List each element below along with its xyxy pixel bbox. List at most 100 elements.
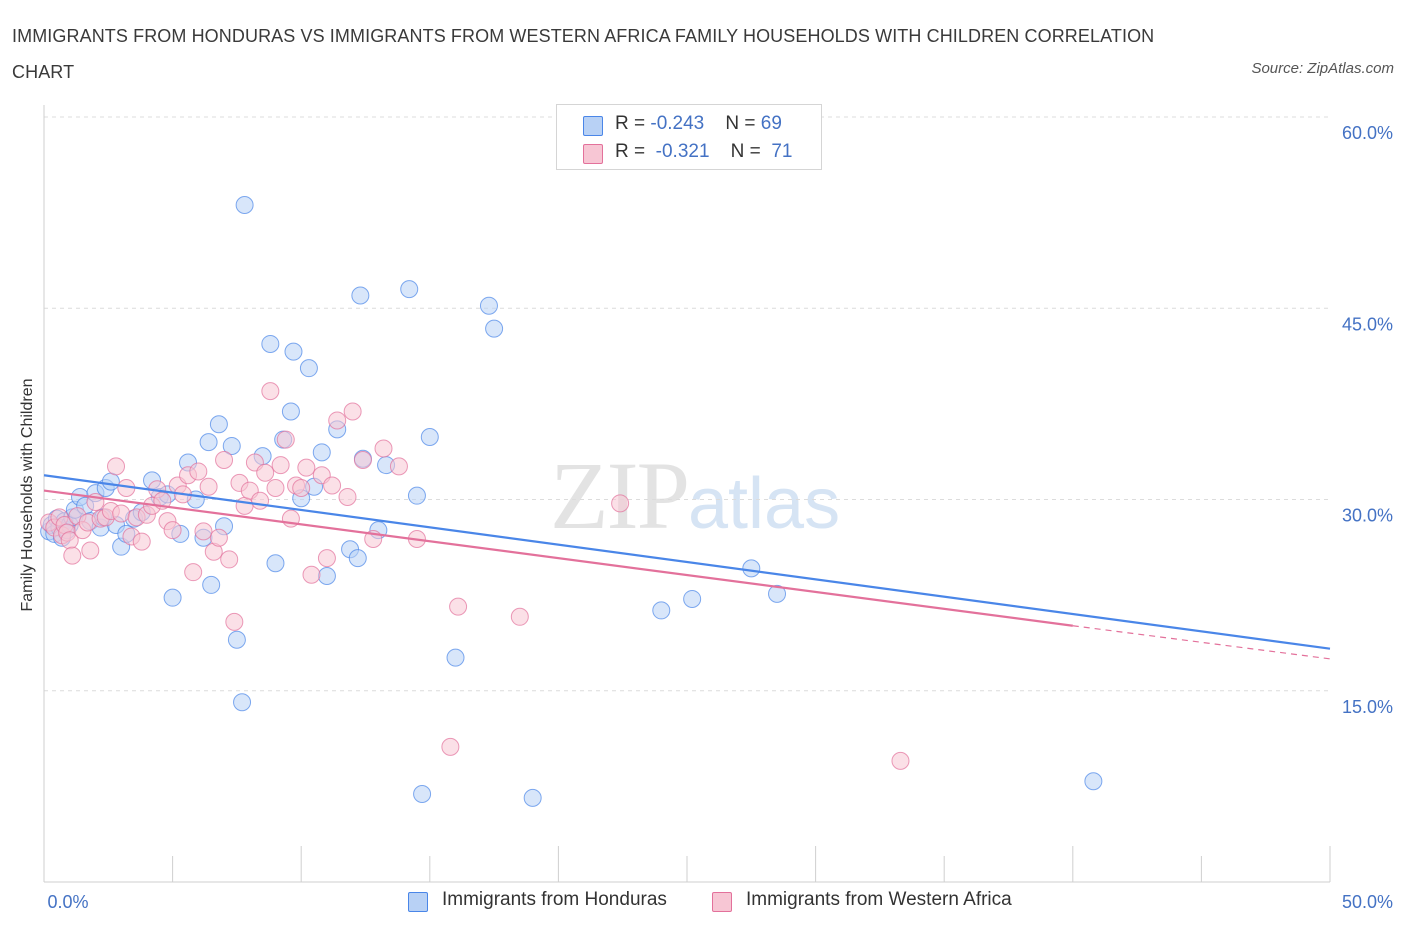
legend-n-label: N = bbox=[725, 113, 761, 134]
data-point bbox=[63, 546, 82, 565]
honduras-points bbox=[40, 195, 1103, 807]
legend-n-label: N = bbox=[730, 141, 767, 162]
y-tick-labels: 15.0% 30.0% 45.0% 60.0% bbox=[1342, 123, 1393, 717]
legend-r-label: R = bbox=[615, 113, 651, 134]
legend-n-value: 71 bbox=[771, 141, 793, 162]
data-point bbox=[222, 436, 241, 455]
data-point bbox=[351, 286, 370, 305]
data-point bbox=[199, 477, 218, 496]
legend-swatch-western-africa bbox=[712, 892, 732, 912]
data-point bbox=[271, 456, 290, 475]
correlation-legend: R = -0.243 N = 69 R = -0.321 N = 71 bbox=[556, 104, 822, 170]
legend-swatch-western-africa bbox=[583, 144, 603, 164]
data-point bbox=[407, 486, 426, 505]
data-point bbox=[742, 559, 761, 578]
series-legend-label: Immigrants from Honduras bbox=[442, 889, 667, 910]
western-africa-points bbox=[40, 382, 910, 770]
data-point bbox=[225, 612, 244, 631]
data-point bbox=[348, 549, 367, 568]
data-point bbox=[652, 601, 671, 620]
data-point bbox=[338, 487, 357, 506]
data-point bbox=[374, 439, 393, 458]
x-tick-label: 0.0% bbox=[47, 892, 88, 912]
source-label: Source: ZipAtlas.com bbox=[1251, 60, 1394, 77]
y-tick-label: 60.0% bbox=[1342, 123, 1393, 143]
data-point bbox=[312, 443, 331, 462]
data-point bbox=[328, 411, 347, 430]
data-point bbox=[389, 457, 408, 476]
data-point bbox=[413, 785, 432, 804]
y-tick-label: 15.0% bbox=[1342, 697, 1393, 717]
data-point bbox=[132, 532, 151, 551]
data-point bbox=[299, 359, 318, 378]
x-tick-labels: 0.0% 50.0% bbox=[47, 892, 1393, 912]
data-point bbox=[611, 494, 630, 513]
series-legend-label: Immigrants from Western Africa bbox=[746, 889, 1012, 910]
legend-swatch-honduras bbox=[408, 892, 428, 912]
data-point bbox=[441, 737, 460, 756]
data-point bbox=[233, 693, 252, 712]
watermark-atlas: atlas bbox=[688, 464, 841, 544]
data-point bbox=[202, 575, 221, 594]
data-point bbox=[235, 496, 254, 515]
legend-r-value: -0.321 bbox=[655, 141, 710, 162]
data-point bbox=[251, 491, 270, 510]
data-point bbox=[107, 457, 126, 476]
data-point bbox=[420, 428, 439, 447]
data-point bbox=[400, 280, 419, 299]
data-point bbox=[261, 334, 280, 353]
data-point bbox=[510, 607, 529, 626]
data-point bbox=[317, 549, 336, 568]
data-point bbox=[523, 788, 542, 807]
data-point bbox=[209, 415, 228, 434]
trend-line bbox=[43, 474, 1331, 650]
data-point bbox=[261, 382, 280, 401]
legend-swatch-honduras bbox=[583, 116, 603, 136]
data-point bbox=[235, 195, 254, 214]
data-point bbox=[101, 472, 120, 491]
data-point bbox=[485, 319, 504, 338]
legend-r-value: -0.243 bbox=[650, 113, 705, 134]
y-tick-label: 45.0% bbox=[1342, 314, 1393, 334]
trend-lines bbox=[43, 474, 1331, 660]
chart-title: IMMIGRANTS FROM HONDURAS VS IMMIGRANTS F… bbox=[12, 26, 1155, 82]
data-point bbox=[215, 450, 234, 469]
data-point bbox=[81, 541, 100, 560]
y-tick-label: 30.0% bbox=[1342, 506, 1393, 526]
data-point bbox=[479, 296, 498, 315]
data-point bbox=[194, 522, 213, 541]
data-point bbox=[353, 450, 372, 469]
data-point bbox=[220, 550, 239, 569]
data-point bbox=[184, 563, 203, 582]
data-point bbox=[284, 342, 303, 361]
data-point bbox=[302, 565, 321, 584]
data-point bbox=[297, 458, 316, 477]
x-tick-label: 50.0% bbox=[1342, 892, 1393, 912]
data-point bbox=[891, 751, 910, 770]
data-point bbox=[112, 504, 131, 523]
data-point bbox=[227, 630, 246, 649]
data-point bbox=[276, 430, 295, 449]
data-point bbox=[163, 588, 182, 607]
data-point bbox=[163, 521, 182, 540]
trend-line bbox=[43, 489, 1073, 627]
data-point bbox=[683, 589, 702, 608]
data-point bbox=[343, 402, 362, 421]
data-point bbox=[317, 567, 336, 585]
data-point bbox=[1084, 772, 1103, 791]
data-point bbox=[446, 648, 465, 667]
axes bbox=[43, 105, 1331, 883]
data-point bbox=[292, 479, 311, 498]
data-point bbox=[266, 479, 285, 498]
data-point bbox=[189, 462, 208, 481]
data-point bbox=[281, 402, 300, 421]
data-point bbox=[199, 433, 218, 452]
legend-r-label: R = bbox=[615, 141, 651, 162]
data-point bbox=[256, 463, 275, 482]
data-point bbox=[449, 597, 468, 616]
data-point bbox=[768, 584, 787, 603]
data-point bbox=[266, 554, 285, 573]
data-point bbox=[323, 476, 342, 495]
data-point bbox=[209, 528, 228, 547]
